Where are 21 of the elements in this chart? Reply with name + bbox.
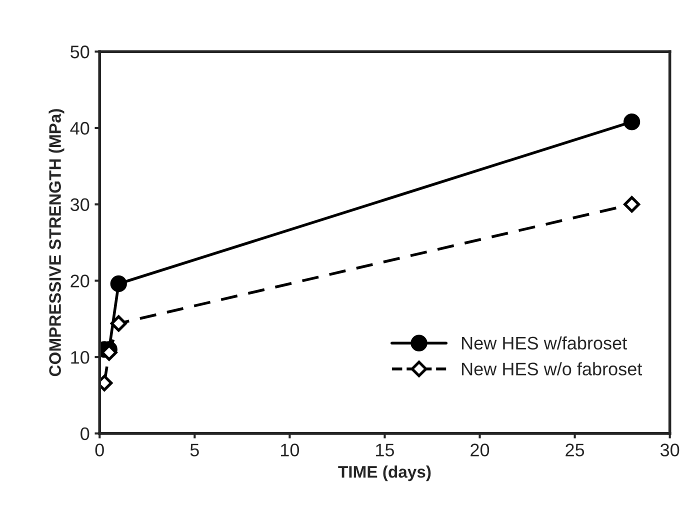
- x-tick-label: 25: [566, 444, 584, 456]
- legend-label: New HES w/fabroset: [462, 336, 627, 350]
- point: [110, 275, 127, 292]
- y-tick-label: 50: [70, 46, 90, 58]
- x-tick-label: 0: [95, 444, 104, 456]
- y-tick-label: 40: [70, 122, 90, 135]
- x-axis-title: TIME (days): [338, 466, 431, 482]
- point: [110, 315, 127, 332]
- point: [623, 114, 640, 130]
- x-tick-label: 10: [281, 444, 300, 456]
- point: [624, 196, 640, 213]
- y-tick-label: 30: [70, 198, 90, 212]
- y-tick-label: 20: [70, 274, 90, 288]
- x-tick-label: 30: [660, 444, 680, 456]
- y-tick-label: 0: [80, 427, 90, 440]
- y-tick-label: 10: [71, 351, 90, 364]
- x-tick-label: 20: [470, 444, 490, 456]
- legend-label: New HES w/o fabroset: [462, 362, 642, 376]
- x-tick-label: 5: [190, 444, 199, 456]
- y-axis-title: COMPRESSIVE STRENGTH (MPa): [48, 109, 64, 376]
- x-tick-label: 15: [376, 444, 394, 456]
